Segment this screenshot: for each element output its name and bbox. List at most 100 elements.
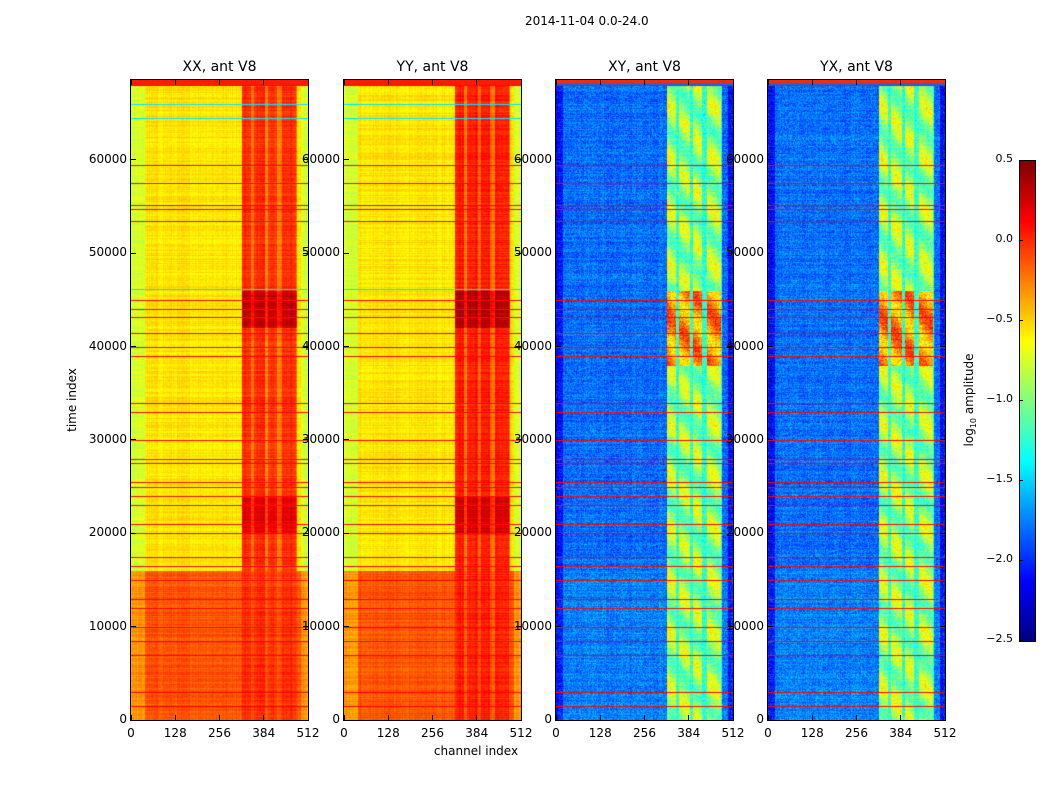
y-tick-mark	[344, 346, 349, 348]
x-tick-mark	[343, 715, 345, 720]
y-tick-label: 60000	[725, 151, 764, 166]
y-tick-label: 60000	[513, 151, 552, 166]
y-tick-mark	[344, 626, 349, 628]
y-tick-mark	[131, 719, 136, 721]
y-tick-mark	[940, 252, 945, 254]
y-tick-mark	[516, 626, 521, 628]
y-tick-mark	[516, 159, 521, 161]
y-tick-mark	[556, 719, 561, 721]
x-tick-mark	[307, 715, 309, 720]
y-tick-mark	[516, 439, 521, 441]
x-tick-label: 256	[845, 726, 868, 740]
y-tick-mark	[556, 532, 561, 534]
heatmap-image	[344, 80, 521, 720]
colorbar-gradient	[1020, 161, 1035, 641]
y-tick-label: 10000	[88, 618, 127, 633]
y-tick-label: 30000	[725, 431, 764, 446]
x-tick-mark	[644, 80, 645, 85]
y-tick-mark	[344, 719, 349, 721]
x-tick-label: 0	[764, 726, 772, 740]
colorbar-tick-label: −1.5	[986, 472, 1013, 485]
x-tick-label: 128	[163, 726, 187, 740]
colorbar	[1019, 160, 1036, 642]
y-tick-label: 60000	[88, 151, 127, 166]
y-tick-mark	[131, 439, 136, 441]
x-tick-mark	[174, 80, 176, 85]
x-tick-label: 512	[509, 726, 533, 740]
x-tick-label: 0	[127, 726, 135, 740]
y-tick-mark	[131, 626, 136, 628]
x-tick-mark	[520, 715, 522, 720]
y-tick-label: 10000	[513, 618, 552, 633]
x-tick-mark	[219, 80, 220, 85]
x-tick-mark	[520, 80, 522, 85]
y-tick-label: 50000	[88, 245, 127, 260]
y-tick-label: 20000	[513, 525, 552, 540]
y-tick-label: 20000	[301, 525, 340, 540]
y-tick-mark	[516, 346, 521, 348]
heatmap-panel-1	[343, 79, 522, 721]
x-tick-mark	[387, 715, 389, 720]
x-tick-mark	[476, 80, 478, 85]
x-tick-label: 384	[677, 726, 701, 740]
y-tick-label: 0	[544, 712, 552, 726]
y-tick-label: 10000	[725, 618, 764, 633]
y-tick-mark	[556, 626, 561, 628]
colorbar-tick-mark	[1019, 319, 1023, 321]
x-tick-label: 512	[296, 726, 320, 740]
y-tick-mark	[344, 439, 349, 441]
x-tick-label: 0	[552, 726, 560, 740]
y-tick-mark	[131, 159, 136, 161]
y-tick-mark	[344, 252, 349, 254]
x-tick-mark	[263, 80, 265, 85]
panel-title: YY, ant V8	[396, 59, 469, 75]
colorbar-tick-label: −0.5	[986, 312, 1013, 325]
y-tick-mark	[303, 252, 308, 254]
y-tick-mark	[131, 346, 136, 348]
y-tick-label: 30000	[88, 431, 127, 446]
colorbar-tick-mark	[1019, 159, 1023, 161]
colorbar-tick-label: −2.0	[986, 552, 1013, 565]
y-tick-mark	[940, 346, 945, 348]
y-tick-label: 40000	[513, 338, 552, 353]
y-tick-mark	[768, 159, 773, 161]
x-tick-mark	[263, 715, 265, 720]
y-tick-mark	[940, 626, 945, 628]
x-tick-mark	[219, 715, 220, 720]
y-tick-mark	[344, 159, 349, 161]
colorbar-label: log10 amplitude	[962, 354, 978, 447]
heatmap-panel-2	[555, 79, 734, 721]
y-tick-mark	[768, 346, 773, 348]
x-tick-mark	[432, 80, 433, 85]
x-tick-mark	[343, 80, 345, 85]
colorbar-label-log: log	[961, 428, 976, 447]
y-tick-mark	[940, 719, 945, 721]
colorbar-tick-mark	[1019, 399, 1023, 401]
y-tick-label: 0	[332, 712, 340, 726]
y-tick-label: 50000	[725, 245, 764, 260]
colorbar-tick-label: −1.0	[986, 392, 1013, 405]
y-tick-mark	[728, 439, 733, 441]
y-tick-mark	[303, 719, 308, 721]
y-tick-mark	[728, 346, 733, 348]
y-tick-mark	[303, 346, 308, 348]
y-tick-label: 30000	[513, 431, 552, 446]
x-tick-mark	[432, 715, 433, 720]
colorbar-tick-label: 0.0	[995, 232, 1014, 245]
x-tick-mark	[767, 715, 769, 720]
y-tick-mark	[516, 719, 521, 721]
x-tick-mark	[856, 715, 857, 720]
x-tick-mark	[811, 80, 813, 85]
x-tick-mark	[174, 715, 176, 720]
y-tick-label: 30000	[301, 431, 340, 446]
x-tick-mark	[811, 715, 813, 720]
y-tick-label: 60000	[301, 151, 340, 166]
x-tick-label: 256	[633, 726, 656, 740]
x-tick-mark	[130, 80, 132, 85]
x-tick-mark	[599, 80, 601, 85]
colorbar-tick-mark	[1019, 639, 1023, 641]
heatmap-image	[556, 80, 733, 720]
y-tick-mark	[303, 439, 308, 441]
y-tick-mark	[556, 159, 561, 161]
